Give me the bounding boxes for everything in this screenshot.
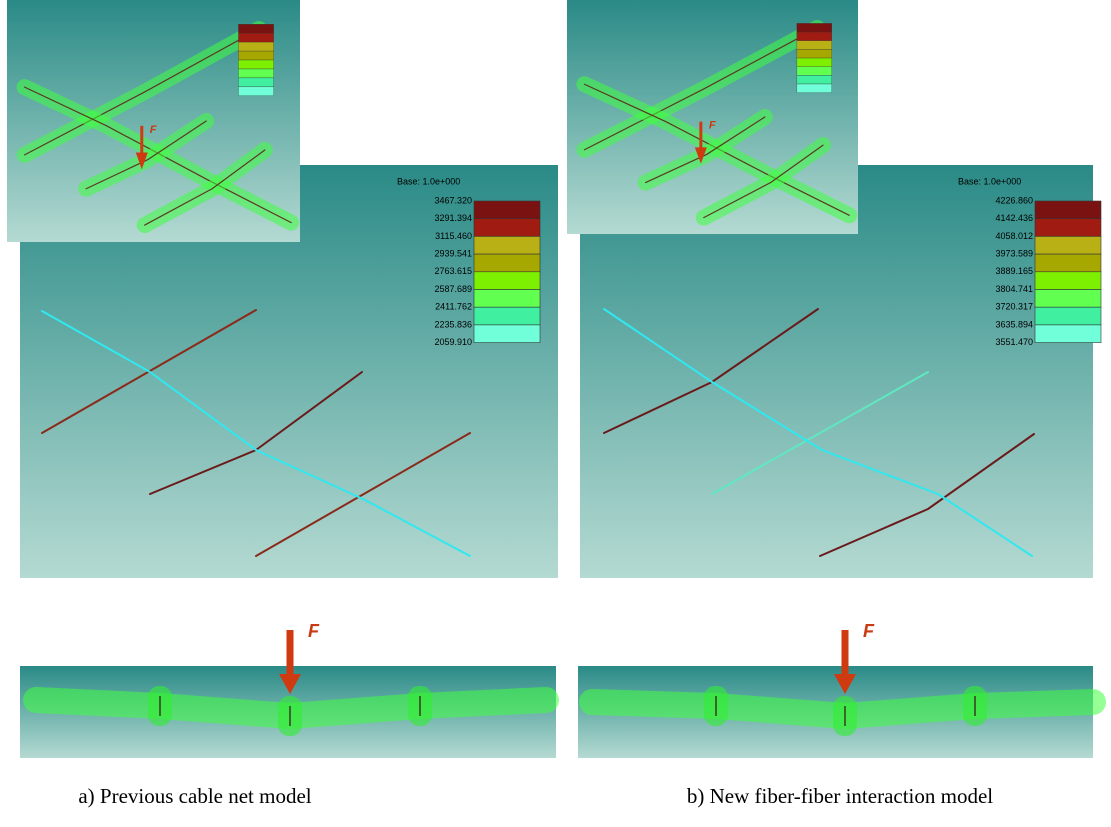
- legend-swatch: [1035, 236, 1101, 254]
- legend-label: 3115.460: [435, 231, 472, 241]
- inset-legend-swatch: [797, 67, 832, 76]
- legend-swatch: [474, 325, 540, 343]
- inset-legend-swatch: [238, 69, 273, 78]
- legend-label: 3551.470: [995, 337, 1033, 347]
- inset-legend-swatch: [797, 84, 832, 93]
- legend-label: 3804.741: [995, 284, 1033, 294]
- legend-label: 4142.436: [995, 213, 1033, 223]
- legend-swatch: [1035, 307, 1101, 325]
- legend-label: 2235.836: [434, 319, 472, 329]
- force-label: F: [709, 120, 716, 132]
- inset-legend-swatch: [238, 78, 273, 87]
- legend-label: 4226.860: [995, 195, 1033, 205]
- caption: b) New fiber-fiber interaction model: [687, 784, 993, 808]
- legend-label: 3291.394: [434, 213, 472, 223]
- legend-label: 3467.320: [434, 195, 472, 205]
- legend-swatch: [474, 307, 540, 325]
- inset-legend-swatch: [797, 75, 832, 84]
- inset-legend-swatch: [238, 33, 273, 42]
- inset-legend-swatch: [238, 60, 273, 69]
- legend-label: 2587.689: [434, 284, 472, 294]
- inset-legend-swatch: [238, 87, 273, 96]
- force-label: F: [150, 124, 157, 136]
- inset-legend-swatch: [238, 42, 273, 51]
- legend-swatch: [474, 290, 540, 308]
- legend-swatch: [474, 272, 540, 290]
- legend-swatch: [474, 219, 540, 237]
- legend-base: Base: 1.0e+000: [958, 176, 1021, 186]
- legend-label: 3720.317: [995, 302, 1033, 312]
- inset-legend-swatch: [238, 51, 273, 60]
- inset-legend-swatch: [797, 49, 832, 58]
- legend-label: 2411.762: [435, 302, 472, 312]
- legend-swatch: [1035, 272, 1101, 290]
- legend-swatch: [474, 201, 540, 219]
- legend-base: Base: 1.0e+000: [397, 176, 460, 186]
- figure: Base: 1.0e+000 3467.320 3291.394 3115.460 29…: [0, 0, 1111, 827]
- legend-label: 3635.894: [995, 319, 1033, 329]
- inset-legend-swatch: [797, 23, 832, 32]
- legend-label: 4058.012: [995, 231, 1033, 241]
- legend-label: 3973.589: [995, 248, 1033, 258]
- legend-swatch: [474, 254, 540, 272]
- inset-legend-swatch: [797, 41, 832, 50]
- inset-legend-swatch: [797, 58, 832, 67]
- legend-label: 3889.165: [995, 266, 1033, 276]
- legend-swatch: [1035, 254, 1101, 272]
- legend-swatch: [474, 236, 540, 254]
- legend-swatch: [1035, 325, 1101, 343]
- legend-swatch: [1035, 201, 1101, 219]
- inset-legend-swatch: [797, 32, 832, 41]
- legend-swatch: [1035, 290, 1101, 308]
- inset-legend-swatch: [238, 24, 273, 33]
- legend-label: 2939.541: [434, 248, 472, 258]
- force-label: F: [863, 621, 875, 641]
- legend-label: 2059.910: [434, 337, 472, 347]
- legend-swatch: [1035, 219, 1101, 237]
- legend-label: 2763.615: [434, 266, 472, 276]
- force-label: F: [308, 621, 320, 641]
- caption: a) Previous cable net model: [78, 784, 311, 808]
